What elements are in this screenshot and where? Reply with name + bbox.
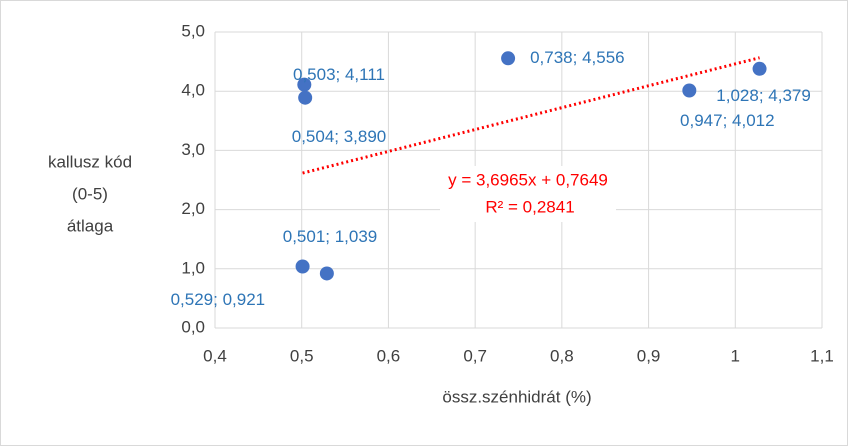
point (297, 77, 312, 92)
trendline-label-bg (440, 166, 616, 222)
y-tick-label: 0,0 (181, 317, 205, 336)
y-axis-title: (0-5) (72, 184, 108, 203)
data-label: 0,947; 4,012 (680, 111, 775, 130)
y-tick-label: 5,0 (181, 21, 205, 40)
y-axis-title: átlaga (67, 216, 114, 235)
data-label: 0,738; 4,556 (530, 48, 625, 67)
x-tick-label: 0,7 (463, 346, 487, 365)
data-label: 0,529; 0,921 (171, 290, 266, 309)
x-tick-label: 0,6 (377, 346, 401, 365)
y-tick-label: 3,0 (181, 140, 205, 159)
data-label: 0,504; 3,890 (292, 127, 387, 146)
x-tick-label: 0,8 (550, 346, 574, 365)
x-tick-label: 0,9 (637, 346, 661, 365)
data-label: 0,501; 1,039 (283, 227, 378, 246)
x-tick-label: 1,1 (810, 346, 834, 365)
trendline-r2: R² = 0,2841 (485, 197, 574, 216)
data-label: 0,503; 4,111 (293, 65, 385, 84)
trendline-equation: y = 3,6965x + 0,7649 (448, 170, 608, 189)
y-tick-label: 2,0 (181, 199, 205, 218)
x-tick-label: 1 (731, 346, 740, 365)
y-axis-title: kallusz kód (48, 152, 132, 171)
point (501, 51, 516, 66)
point (752, 61, 767, 76)
y-tick-label: 4,0 (181, 81, 205, 100)
point (682, 83, 697, 98)
y-tick-label: 1,0 (181, 258, 205, 277)
point (319, 266, 334, 281)
x-tick-label: 0,4 (203, 346, 227, 365)
x-axis-title: össz.szénhidrát (%) (442, 387, 591, 406)
data-label: 1,028; 4,379 (716, 86, 811, 105)
point (298, 90, 313, 105)
x-tick-label: 0,5 (290, 346, 314, 365)
point (295, 259, 310, 274)
trendline (302, 56, 760, 175)
